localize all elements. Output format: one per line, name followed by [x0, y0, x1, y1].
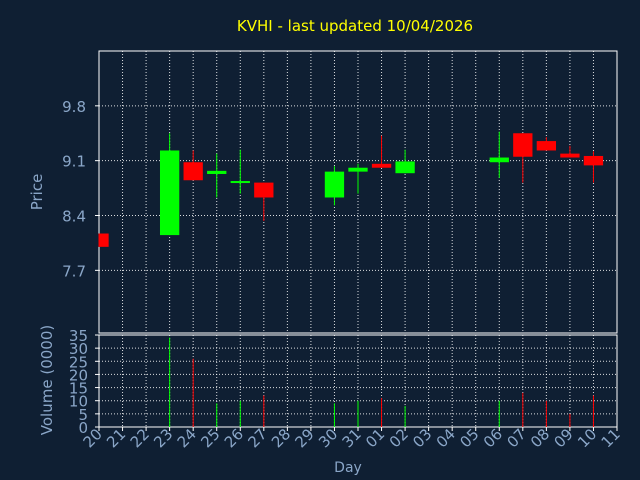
volume-tick-label: 30: [69, 340, 88, 358]
candle-body: [371, 163, 392, 168]
candle-body: [207, 170, 227, 174]
candle-02: [395, 149, 415, 174]
x-tick-label: 03: [409, 425, 435, 451]
candle-body: [230, 181, 250, 184]
x-tick-label: 27: [244, 425, 270, 451]
candle-09: [560, 145, 580, 158]
candle-body: [583, 155, 604, 166]
candle-23: [159, 133, 180, 236]
candle-body: [536, 141, 557, 151]
candle-26: [230, 149, 250, 194]
volume-tick-label: 25: [69, 353, 88, 371]
x-tick-label: 08: [527, 425, 553, 451]
x-tick-label: 06: [480, 425, 506, 451]
volume-tick-label: 20: [69, 366, 88, 384]
x-tick-label: 07: [503, 425, 529, 451]
x-tick-label: 09: [551, 425, 577, 451]
volume-tick-label: 15: [69, 380, 88, 398]
volume-tick-label: 0: [78, 419, 88, 437]
chart-title: KVHI - last updated 10/04/2026: [237, 17, 473, 35]
candle-body: [183, 162, 203, 181]
candle-body: [513, 133, 533, 157]
x-tick-label: 30: [315, 425, 341, 451]
candle-body: [348, 167, 368, 172]
x-tick-label: 22: [127, 425, 153, 451]
x-tick-label: 25: [197, 425, 223, 451]
x-tick-label: 10: [574, 425, 600, 451]
price-tick-label: 9.1: [62, 153, 86, 171]
candles: [98, 131, 604, 247]
x-tick-label: 26: [221, 425, 247, 451]
price-panel-frame: [98, 50, 618, 334]
candle-body: [395, 161, 415, 174]
candle-24: [183, 150, 203, 181]
candle-body: [324, 171, 345, 198]
volume-bars: [169, 337, 594, 427]
candle-31: [348, 163, 368, 194]
candle-25: [207, 153, 227, 198]
x-tick-label: 31: [339, 425, 365, 451]
x-tick-label: 29: [292, 425, 318, 451]
price-tick-label: 8.4: [62, 208, 86, 226]
candle-10: [583, 151, 604, 183]
candle-01: [371, 135, 392, 168]
x-tick-label: 21: [103, 425, 129, 451]
candle-08: [536, 137, 557, 151]
x-axis: 2021222324252627282930310102030405060708…: [80, 425, 624, 451]
volume-tick-label: 10: [69, 393, 88, 411]
candle-27: [254, 182, 274, 221]
candle-body: [254, 182, 274, 198]
candle-body: [159, 150, 180, 236]
candle-06: [489, 131, 509, 178]
candle-30: [324, 166, 345, 206]
x-tick-label: 23: [150, 425, 176, 451]
price-grid: [99, 51, 617, 333]
volume-tick-label: 35: [69, 327, 88, 345]
x-tick-label: 11: [598, 425, 624, 451]
candle-body: [489, 157, 509, 163]
x-axis-label: Day: [334, 460, 362, 476]
x-tick-label: 01: [362, 425, 388, 451]
candle-07: [513, 133, 533, 183]
candle-20: [98, 233, 109, 247]
candle-body: [99, 233, 109, 247]
price-tick-label: 7.7: [62, 262, 86, 280]
price-tick-label: 9.8: [62, 98, 86, 116]
volume-tick-label: 5: [78, 406, 88, 424]
volume-axis-label: Volume (0000): [38, 325, 56, 435]
x-tick-label: 05: [456, 425, 482, 451]
price-axis: 7.7 8.4 9.1 9.8: [62, 50, 618, 334]
x-tick-label: 02: [386, 425, 412, 451]
x-tick-label: 04: [433, 425, 459, 451]
x-tick-label: 24: [174, 425, 200, 451]
x-tick-label: 28: [268, 425, 294, 451]
candle-body: [560, 153, 580, 158]
y-axis-label: Price: [28, 174, 46, 211]
